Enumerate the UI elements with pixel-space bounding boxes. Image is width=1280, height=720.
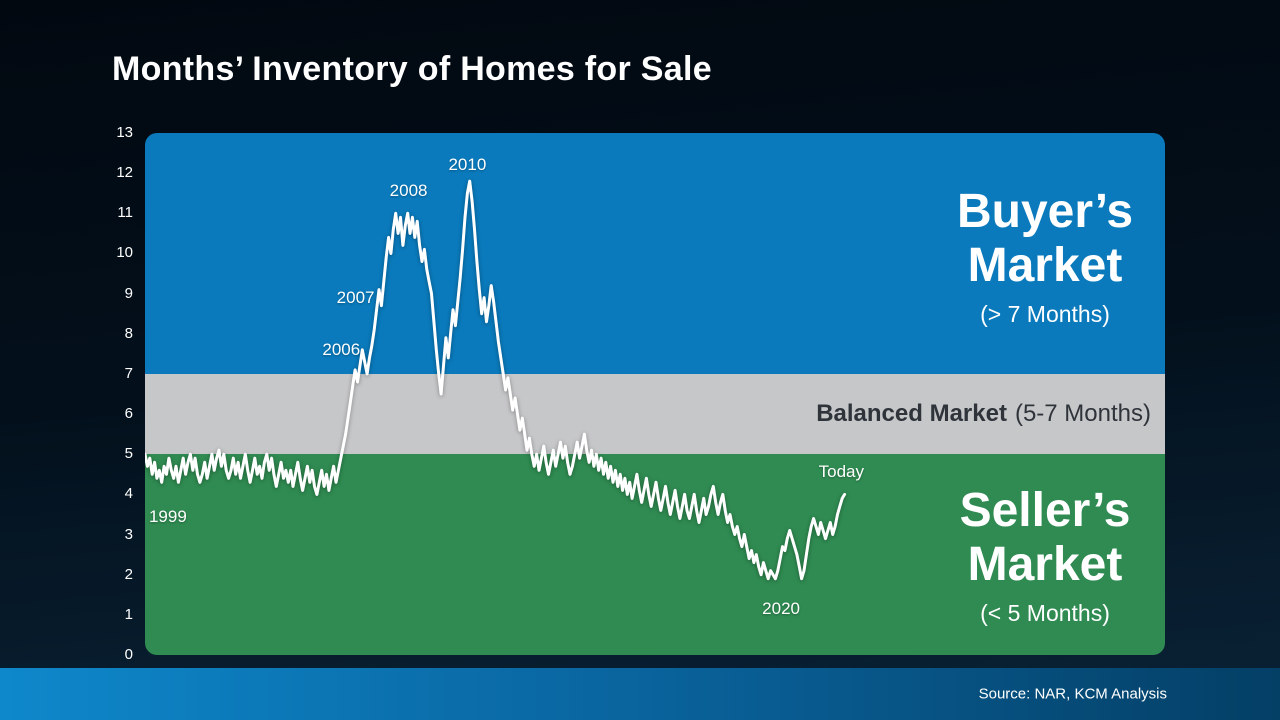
y-axis: 0 1 2 3 4 5 6 7 8 9 10 11 12 13: [0, 124, 137, 663]
balanced-market-label-bold: Balanced Market: [816, 400, 1007, 428]
y-axis-tick-5: 5: [124, 445, 133, 463]
y-axis-tick-9: 9: [124, 284, 133, 302]
inventory-line-chart: [145, 179, 847, 581]
inventory-chart: Buyer’s Market (> 7 Months) Balanced Mar…: [145, 133, 1165, 655]
y-axis-tick-8: 8: [124, 324, 133, 342]
y-axis-tick-12: 12: [116, 164, 133, 182]
y-axis-tick-6: 6: [124, 405, 133, 423]
buyers-market-title-line1: Buyer’s: [956, 185, 1134, 238]
page-title: Months’ Inventory of Homes for Sale: [112, 50, 712, 88]
sellers-market-title-line2: Market: [967, 537, 1123, 591]
buyers-market-subtitle: (> 7 Months): [980, 300, 1110, 327]
y-axis-tick-4: 4: [124, 485, 133, 503]
y-axis-tick-1: 1: [124, 605, 133, 623]
y-axis-tick-11: 11: [117, 204, 133, 222]
sellers-market-subtitle: (< 5 Months): [980, 599, 1110, 626]
y-axis-tick-10: 10: [116, 244, 133, 262]
y-axis-tick-13: 13: [116, 124, 133, 141]
y-axis-tick-7: 7: [124, 364, 133, 382]
y-axis-tick-0: 0: [124, 646, 133, 663]
buyers-market-label: Buyer’s Market (> 7 Months): [895, 185, 1165, 328]
footer-bar: Source: NAR, KCM Analysis: [0, 668, 1280, 720]
y-axis-tick-3: 3: [124, 525, 133, 543]
balanced-market-band: Balanced Market (5-7 Months): [145, 373, 1165, 455]
sellers-market-label: Seller’s Market (< 5 Months): [895, 484, 1165, 627]
buyers-market-title-line2: Market: [967, 238, 1123, 292]
balanced-market-label-range: (5-7 Months): [1014, 400, 1151, 428]
sellers-market-title-line1: Seller’s: [959, 484, 1131, 538]
sellers-market-band: Seller’s Market (< 5 Months): [145, 454, 1165, 655]
y-axis-tick-2: 2: [124, 565, 133, 583]
balanced-market-label: Balanced Market (5-7 Months): [816, 374, 1151, 454]
buyers-market-band: Buyer’s Market (> 7 Months): [145, 133, 1165, 374]
source-credit: Source: NAR, KCM Analysis: [978, 685, 1167, 703]
